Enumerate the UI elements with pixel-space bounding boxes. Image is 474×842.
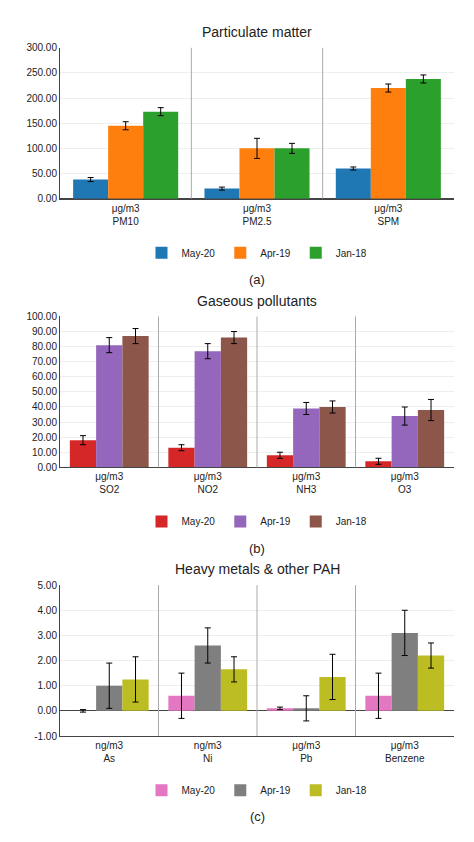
svg-text:μg/m3O3: μg/m3O3 bbox=[391, 471, 419, 495]
svg-text:300.00: 300.00 bbox=[26, 42, 57, 53]
svg-text:Apr-19: Apr-19 bbox=[260, 785, 290, 796]
svg-text:50.00: 50.00 bbox=[32, 168, 57, 179]
svg-text:60.00: 60.00 bbox=[32, 371, 57, 382]
svg-text:100.00: 100.00 bbox=[26, 143, 57, 154]
svg-text:Jan-18: Jan-18 bbox=[336, 516, 367, 527]
svg-text:50.00: 50.00 bbox=[32, 386, 57, 397]
svg-text:200.00: 200.00 bbox=[26, 93, 57, 104]
svg-text:Heavy metals & other PAH: Heavy metals & other PAH bbox=[175, 561, 340, 577]
svg-text:80.00: 80.00 bbox=[32, 341, 57, 352]
svg-text:μg/m3PM10: μg/m3PM10 bbox=[112, 203, 140, 227]
svg-text:μg/m3Benzene: μg/m3Benzene bbox=[385, 740, 425, 764]
svg-text:40.00: 40.00 bbox=[32, 401, 57, 412]
svg-text:2.00: 2.00 bbox=[38, 655, 58, 666]
svg-text:0.00: 0.00 bbox=[38, 462, 58, 473]
svg-text:Particulate matter: Particulate matter bbox=[202, 24, 312, 40]
svg-text:μg/m3NO2: μg/m3NO2 bbox=[194, 471, 222, 495]
svg-text:(a): (a) bbox=[249, 272, 265, 287]
svg-text:μg/m3Pb: μg/m3Pb bbox=[292, 740, 320, 764]
svg-text:(b): (b) bbox=[249, 541, 265, 556]
svg-text:-1.00: -1.00 bbox=[34, 731, 57, 742]
svg-text:(c): (c) bbox=[250, 809, 265, 824]
svg-text:3.00: 3.00 bbox=[38, 630, 58, 641]
svg-text:5.00: 5.00 bbox=[38, 580, 58, 591]
svg-text:10.00: 10.00 bbox=[32, 447, 57, 458]
svg-text:May-20: May-20 bbox=[182, 785, 216, 796]
svg-text:Jan-18: Jan-18 bbox=[336, 785, 367, 796]
svg-text:0.00: 0.00 bbox=[38, 705, 58, 716]
svg-text:ng/m3As: ng/m3As bbox=[95, 740, 123, 764]
svg-text:30.00: 30.00 bbox=[32, 417, 57, 428]
svg-text:Apr-19: Apr-19 bbox=[260, 248, 290, 259]
svg-text:μg/m3NH3: μg/m3NH3 bbox=[292, 471, 320, 495]
svg-text:Gaseous pollutants: Gaseous pollutants bbox=[197, 293, 317, 309]
svg-text:μg/m3SPM: μg/m3SPM bbox=[374, 203, 402, 227]
svg-text:4.00: 4.00 bbox=[38, 605, 58, 616]
svg-text:250.00: 250.00 bbox=[26, 67, 57, 78]
svg-text:0.00: 0.00 bbox=[38, 193, 58, 204]
svg-text:μg/m3SO2: μg/m3SO2 bbox=[95, 471, 123, 495]
svg-text:Jan-18: Jan-18 bbox=[336, 248, 367, 259]
svg-text:μg/m3PM2.5: μg/m3PM2.5 bbox=[243, 203, 272, 227]
svg-text:20.00: 20.00 bbox=[32, 432, 57, 443]
svg-text:May-20: May-20 bbox=[182, 516, 216, 527]
svg-text:70.00: 70.00 bbox=[32, 356, 57, 367]
svg-text:90.00: 90.00 bbox=[32, 326, 57, 337]
svg-text:ng/m3Ni: ng/m3Ni bbox=[194, 740, 222, 764]
svg-text:100.00: 100.00 bbox=[26, 311, 57, 322]
svg-text:1.00: 1.00 bbox=[38, 680, 58, 691]
svg-text:150.00: 150.00 bbox=[26, 118, 57, 129]
svg-text:May-20: May-20 bbox=[182, 248, 216, 259]
svg-text:Apr-19: Apr-19 bbox=[260, 516, 290, 527]
